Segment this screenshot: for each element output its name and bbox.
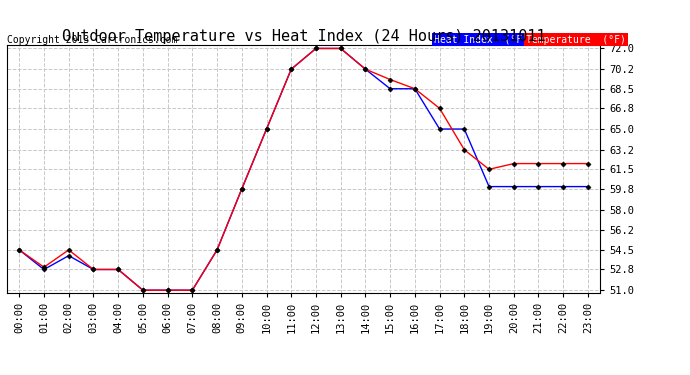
Text: Heat Index  (°F): Heat Index (°F) — [434, 34, 528, 45]
Title: Outdoor Temperature vs Heat Index (24 Hours) 20131011: Outdoor Temperature vs Heat Index (24 Ho… — [62, 29, 545, 44]
Text: Temperature  (°F): Temperature (°F) — [526, 34, 626, 45]
Text: Copyright 2013 Cartronics.com: Copyright 2013 Cartronics.com — [8, 34, 178, 45]
